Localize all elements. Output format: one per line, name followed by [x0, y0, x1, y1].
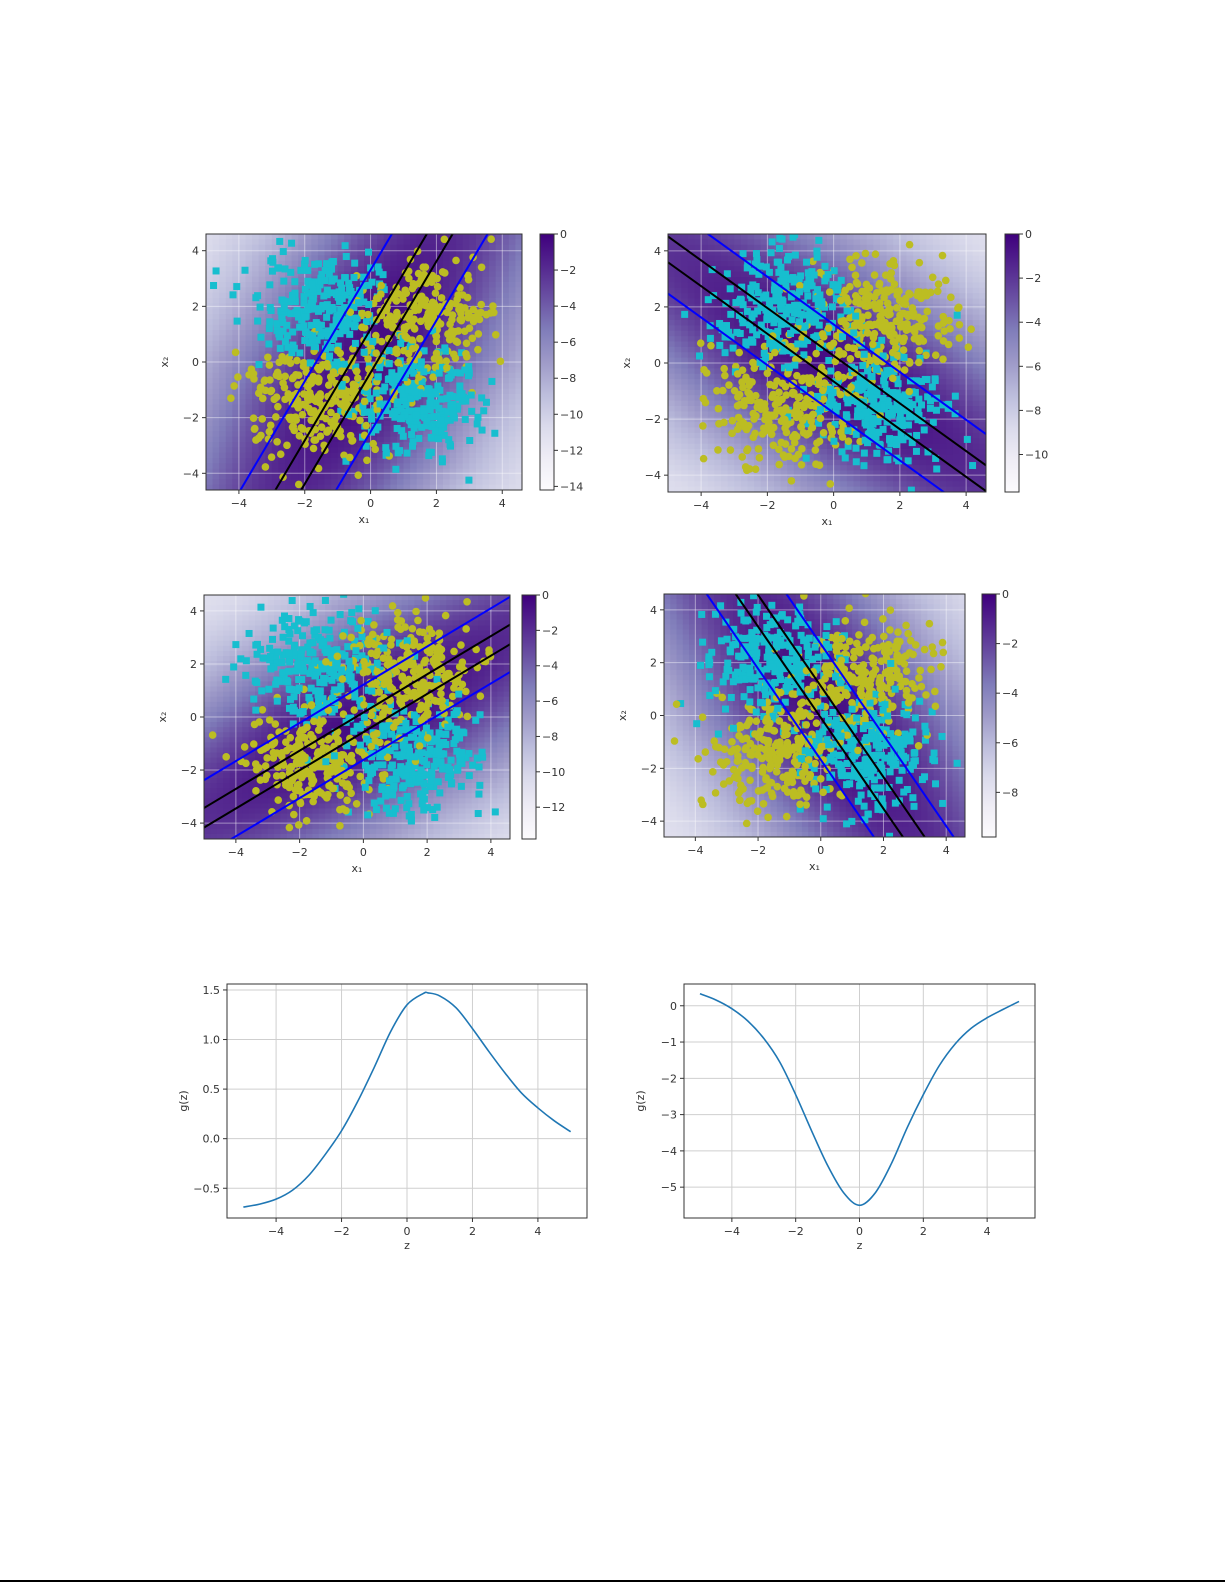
chart-scatter-top-left: −4 −2 0 2 4 −4 −2 0 2 4 x₁ x₂ 0 −2 −4 −6 −8 −10 −12 −14: [150, 225, 590, 535]
line-plot: −4 −2 0 2 4−0.50.00.51.01.5zg(z): [177, 983, 588, 1252]
svg-text:0: 0: [560, 228, 567, 241]
svg-text:−10: −10: [560, 408, 583, 421]
scatter-plot: −4 −2 0 2 4 −4 −2 0 2 4 x₁ x₂ 0 −2 −4 −6 −8 −10 −12 −14: [158, 228, 583, 526]
svg-text:−8: −8: [560, 372, 576, 385]
svg-text:−2: −2: [560, 264, 576, 277]
svg-text:−2: −2: [183, 412, 199, 425]
chart-line-bottom-left: −4 −2 0 2 4 −0.5 0.0 0.5 1.0 1.5 z g(z): [160, 975, 600, 1260]
svg-text:−4: −4: [183, 467, 199, 480]
svg-text:0: 0: [192, 356, 199, 369]
chart-scatter-middle-right: −4 −2 0 2 4 −4 −2 0 2 4 x₁ x₂ 0 −2 −4 −6 −8: [612, 585, 1052, 880]
svg-text:2: 2: [433, 497, 440, 510]
chart-scatter-top-right: −4 −2 0 2 4 −4 −2 0 2 4 x₁ x₂ 0 −2 −4 −6 −8 −10: [612, 225, 1062, 535]
chart-line-bottom-right: −4 −2 0 2 4 −5 −4 −3 −2 −1 0 z g(z): [620, 975, 1050, 1260]
svg-text:4: 4: [192, 245, 199, 258]
svg-text:−12: −12: [560, 444, 583, 457]
svg-text:−4: −4: [231, 497, 247, 510]
svg-text:x₁: x₁: [359, 513, 370, 526]
svg-text:−4: −4: [560, 300, 576, 313]
svg-text:−6: −6: [560, 336, 576, 349]
svg-text:4: 4: [499, 497, 506, 510]
svg-text:x₂: x₂: [158, 357, 171, 368]
page-bottom-rule: [0, 1580, 1225, 1582]
svg-text:−14: −14: [560, 480, 583, 493]
chart-scatter-middle-left: −4 −2 0 2 4 −4 −2 0 2 4 x₁ x₂ 0 −2 −4 −6 −8 −10 −12: [150, 585, 590, 880]
svg-text:−2: −2: [297, 497, 313, 510]
svg-text:2: 2: [192, 300, 199, 313]
svg-text:0: 0: [367, 497, 374, 510]
